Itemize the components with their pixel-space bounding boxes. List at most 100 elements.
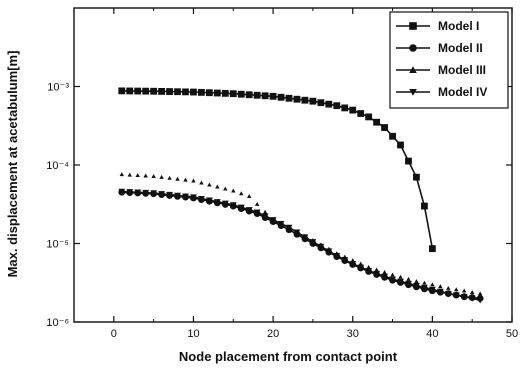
marker-triangle-down [452,292,460,299]
marker-triangle-down [421,284,428,291]
marker-square [190,88,197,96]
marker-triangle-down [285,224,293,231]
marker-circle [409,44,417,52]
marker-square [213,89,221,97]
marker-square [325,100,333,108]
marker-triangle-down [198,195,205,203]
marker-square [245,91,253,99]
marker-triangle-up [175,176,180,181]
marker-triangle-up [462,288,467,293]
series-model-ii [118,188,484,302]
marker-triangle-up [135,173,140,178]
marker-triangle-down [190,194,197,201]
marker-triangle-down [221,200,229,207]
marker-triangle-down [150,190,158,197]
marker-triangle-down [413,282,420,290]
marker-square [365,113,373,121]
x-tick-label: 10 [187,328,199,340]
marker-triangle-up [422,280,427,285]
legend-item: Model IV [396,85,487,99]
marker-square [118,87,126,95]
marker-square [261,92,269,100]
legend-label: Model IV [438,85,487,99]
marker-triangle-down [405,280,412,287]
series-model-i [118,87,436,253]
marker-triangle-up [390,272,395,277]
marker-triangle-down [166,191,173,199]
marker-triangle-down [269,217,277,224]
legend: Model I Model II Model III Model IV [389,11,509,109]
marker-square [182,88,189,96]
marker-square [277,93,285,101]
marker-triangle-up [183,177,188,182]
marker-triangle-up [231,188,236,193]
marker-triangle-up [409,66,417,74]
marker-triangle-up [430,282,435,287]
marker-square [409,22,417,30]
marker-triangle-down [389,276,396,283]
marker-triangle-down [213,199,221,206]
marker-square [174,88,181,96]
marker-triangle-up [247,194,252,198]
marker-triangle-down [381,273,388,280]
x-tick-label: 40 [426,328,438,340]
marker-square [198,88,205,96]
marker-triangle-down [409,88,417,96]
marker-square [301,96,309,104]
marker-triangle-down [134,189,142,196]
marker-triangle-down [277,220,285,228]
marker-triangle-down [333,252,341,260]
marker-triangle-up [239,191,244,196]
marker-square [142,87,150,95]
marker-triangle-up [159,174,164,179]
x-tick-label: 30 [347,328,359,340]
axis-ticks: 0 10 20 30 40 50 10⁻⁶ 10⁻⁵ 10⁻⁴ 10⁻³ [46,8,518,340]
marker-triangle-down [365,268,373,275]
marker-triangle-up [438,284,443,289]
marker-triangle-down [349,261,357,268]
marker-square [373,118,381,126]
x-tick-label: 0 [111,328,117,340]
marker-triangle-up [358,261,363,266]
marker-triangle-down [158,191,165,198]
marker-triangle-down [357,264,365,271]
marker-triangle-up [406,276,411,281]
marker-triangle-down [182,193,189,200]
marker-triangle-down [142,189,150,197]
marker-triangle-up [167,175,172,180]
marker-square [134,87,142,95]
marker-triangle-up [207,182,212,187]
marker-triangle-down [293,229,301,236]
x-axis-title: Node placement from contact point [179,349,398,364]
marker-triangle-down [373,270,381,277]
series-group [118,87,484,304]
marker-triangle-up [469,289,475,294]
y-axis-title: Max. displacement at acetabulum[m] [5,51,20,278]
y-tick-label: 10⁻⁵ [46,239,69,251]
x-tick-label: 50 [506,328,518,340]
series-model-iv [118,188,484,304]
marker-triangle-down [325,248,333,255]
marker-triangle-up [254,201,260,206]
marker-triangle-up [151,173,156,178]
marker-square [413,173,420,181]
marker-triangle-down [174,192,181,199]
marker-triangle-down [460,293,468,301]
legend-label: Model III [438,63,486,77]
y-tick-label: 10⁻⁶ [46,317,69,329]
marker-square [237,90,245,98]
y-tick-label: 10⁻³ [47,82,69,94]
marker-triangle-up [414,279,419,284]
marker-triangle-down [397,278,404,285]
marker-triangle-down [436,288,444,295]
marker-square [229,90,237,98]
marker-triangle-up [119,172,124,177]
marker-triangle-down [468,295,476,302]
marker-square [333,102,341,110]
marker-square [309,97,317,105]
marker-square [293,95,301,103]
marker-triangle-down [309,239,317,246]
marker-triangle-down [205,197,213,204]
marker-triangle-up [215,184,220,189]
